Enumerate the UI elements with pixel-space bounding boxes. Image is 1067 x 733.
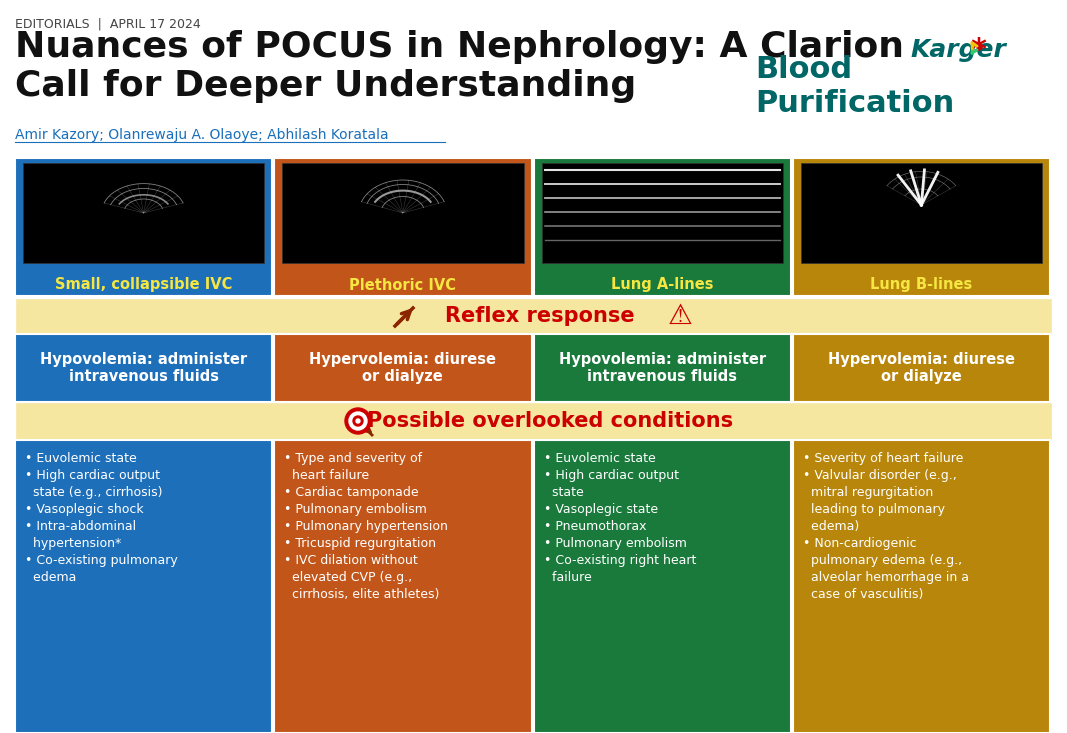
Bar bbox=[15, 334, 272, 402]
Text: Amir Kazory; Olanrewaju A. Olaoye; Abhilash Koratala: Amir Kazory; Olanrewaju A. Olaoye; Abhil… bbox=[15, 128, 388, 142]
Bar bbox=[274, 334, 531, 402]
Bar bbox=[800, 163, 1042, 263]
Circle shape bbox=[353, 416, 363, 426]
Text: Hypovolemia: administer
intravenous fluids: Hypovolemia: administer intravenous flui… bbox=[41, 352, 248, 384]
Text: Hypervolemia: diurese
or dialyze: Hypervolemia: diurese or dialyze bbox=[309, 352, 496, 384]
Text: EDITORIALS  |  APRIL 17 2024: EDITORIALS | APRIL 17 2024 bbox=[15, 18, 201, 31]
Text: Possible overlooked conditions: Possible overlooked conditions bbox=[367, 411, 733, 431]
Bar bbox=[793, 440, 1050, 733]
Text: Lung A-lines: Lung A-lines bbox=[611, 278, 714, 292]
Circle shape bbox=[356, 419, 360, 423]
Text: • Euvolemic state
• High cardiac output
  state (e.g., cirrhosis)
• Vasoplegic s: • Euvolemic state • High cardiac output … bbox=[25, 452, 178, 584]
Bar bbox=[15, 440, 272, 733]
Bar bbox=[15, 402, 1052, 440]
Bar bbox=[283, 163, 524, 263]
Text: Small, collapsible IVC: Small, collapsible IVC bbox=[54, 278, 233, 292]
Text: Hypovolemia: administer
intravenous fluids: Hypovolemia: administer intravenous flui… bbox=[558, 352, 766, 384]
Text: • Type and severity of
  heart failure
• Cardiac tamponade
• Pulmonary embolism
: • Type and severity of heart failure • C… bbox=[284, 452, 448, 601]
Bar bbox=[15, 158, 272, 296]
Circle shape bbox=[345, 408, 371, 434]
Text: Hypervolemia: diurese
or dialyze: Hypervolemia: diurese or dialyze bbox=[828, 352, 1015, 384]
Bar bbox=[534, 440, 791, 733]
Text: • Euvolemic state
• High cardiac output
  state
• Vasoplegic state
• Pneumothora: • Euvolemic state • High cardiac output … bbox=[543, 452, 696, 584]
Bar bbox=[541, 163, 783, 263]
Bar bbox=[23, 163, 265, 263]
Text: • Severity of heart failure
• Valvular disorder (e.g.,
  mitral regurgitation
  : • Severity of heart failure • Valvular d… bbox=[802, 452, 969, 601]
Bar bbox=[274, 440, 531, 733]
Text: Nuances of POCUS in Nephrology: A Clarion
Call for Deeper Understanding: Nuances of POCUS in Nephrology: A Clario… bbox=[15, 30, 904, 103]
Text: ⚠: ⚠ bbox=[668, 302, 692, 330]
Bar bbox=[534, 158, 791, 296]
Text: Karger: Karger bbox=[910, 38, 1006, 62]
Bar bbox=[534, 334, 791, 402]
Text: Blood
Purification: Blood Purification bbox=[755, 55, 954, 117]
Bar bbox=[274, 158, 531, 296]
Circle shape bbox=[349, 412, 367, 430]
Text: Reflex response: Reflex response bbox=[445, 306, 635, 326]
Bar bbox=[15, 298, 1052, 334]
Bar bbox=[793, 158, 1050, 296]
Text: Lung B-lines: Lung B-lines bbox=[871, 278, 972, 292]
Text: Plethoric IVC: Plethoric IVC bbox=[349, 278, 457, 292]
Text: *: * bbox=[970, 36, 986, 65]
Bar bbox=[793, 334, 1050, 402]
